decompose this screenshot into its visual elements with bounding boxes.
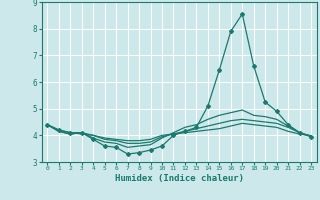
X-axis label: Humidex (Indice chaleur): Humidex (Indice chaleur) [115, 174, 244, 183]
